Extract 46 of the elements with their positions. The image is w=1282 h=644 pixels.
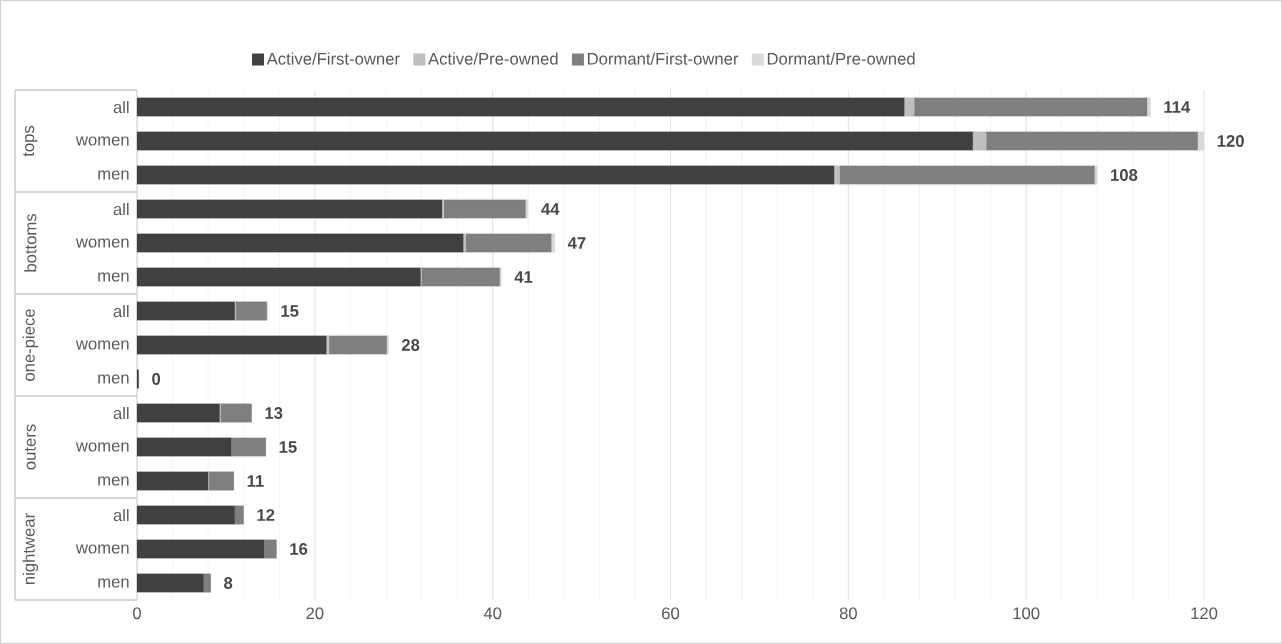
x-tick-label: 20 [306, 607, 324, 620]
y-tick-label: men [98, 170, 129, 180]
total-label: 8 [224, 577, 233, 589]
total-label: 0 [152, 373, 161, 385]
total-label: 114 [1164, 101, 1191, 113]
text: outers [24, 424, 36, 470]
total-label: 120 [1217, 135, 1244, 147]
y-tick-label: men [98, 272, 129, 282]
total-label: 15 [281, 305, 299, 317]
y-tick-label: all [113, 508, 129, 522]
x-tick-label: 80 [839, 607, 857, 620]
total-label: 11 [247, 475, 264, 487]
total-label: 16 [290, 543, 308, 555]
total-label: 12 [257, 509, 275, 521]
text: bottoms [24, 213, 37, 272]
x-tick-label: 0 [133, 607, 141, 620]
total-label: 44 [541, 203, 560, 215]
total-label: 28 [401, 339, 420, 351]
x-tick-label: 40 [483, 607, 502, 620]
total-label: 47 [567, 237, 586, 249]
y-tick-label: women [75, 340, 129, 350]
legend-label: Active/First-owner [266, 52, 400, 65]
text: nightwear [22, 513, 39, 585]
y-tick-label: all [113, 406, 129, 420]
y-tick-label: women [75, 544, 129, 554]
legend-label: Dormant/First-owner [587, 52, 739, 65]
y-tick-label: all [113, 202, 129, 216]
total-label: 41 [514, 271, 533, 283]
x-tick-label: 60 [662, 607, 680, 620]
y-tick-label: all [113, 304, 129, 318]
legend-label: Dormant/Pre-owned [767, 52, 915, 65]
total-label: 15 [279, 441, 297, 453]
total-label: 108 [1111, 169, 1138, 181]
y-tick-label: women [75, 238, 129, 248]
text: tops [23, 125, 38, 157]
total-label: 13 [265, 407, 283, 419]
y-tick-label: men [98, 476, 129, 486]
y-tick-label: women [75, 136, 129, 146]
x-tick-label: 100 [1013, 607, 1040, 620]
legend-label: Active/Pre-owned [428, 52, 558, 65]
y-tick-label: all [113, 100, 129, 114]
y-tick-label: women [75, 442, 129, 452]
y-tick-label: men [98, 374, 129, 384]
y-tick-label: men [98, 578, 129, 588]
x-tick-label: 120 [1191, 607, 1218, 620]
text: one-piece [22, 309, 39, 381]
